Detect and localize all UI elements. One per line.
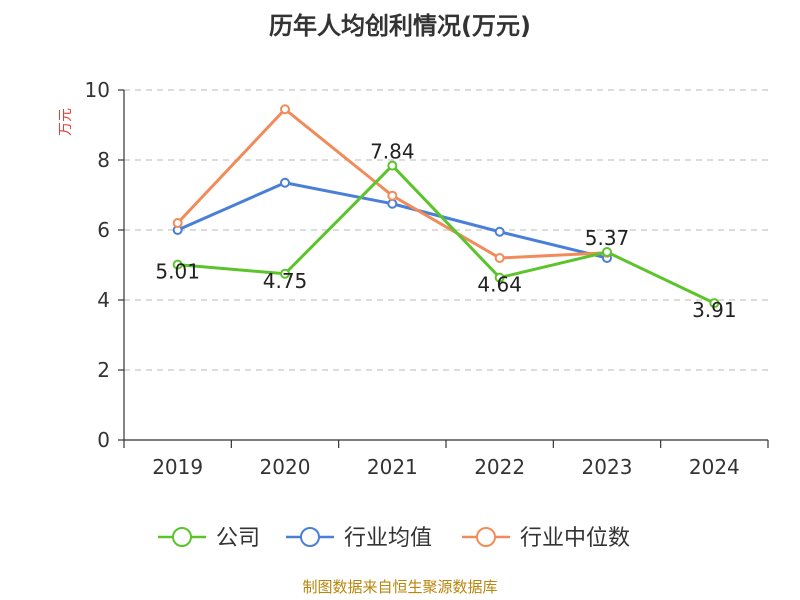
legend-marker bbox=[172, 527, 192, 547]
data-label: 5.01 bbox=[155, 260, 200, 284]
legend-label: 公司 bbox=[216, 526, 260, 551]
legend-item-2[interactable]: 行业中位数 bbox=[462, 526, 630, 551]
data-point[interactable] bbox=[387, 198, 398, 209]
data-point[interactable] bbox=[172, 259, 183, 270]
y-tick-label: 4 bbox=[97, 288, 110, 312]
data-label: 5.37 bbox=[585, 226, 630, 250]
data-point[interactable] bbox=[494, 253, 505, 263]
grid-lines bbox=[124, 89, 768, 371]
data-point[interactable] bbox=[494, 272, 505, 283]
data-point[interactable] bbox=[494, 226, 505, 237]
legend-label: 行业中位数 bbox=[520, 526, 630, 551]
x-tick-label: 2024 bbox=[689, 455, 740, 479]
legend-item-0[interactable]: 公司 bbox=[158, 526, 260, 551]
x-tick-label: 2021 bbox=[367, 455, 418, 479]
data-point[interactable] bbox=[172, 218, 183, 228]
x-tick-label: 2022 bbox=[474, 455, 525, 479]
legend[interactable]: 公司 行业均值 行业中位数 bbox=[158, 526, 630, 551]
y-tick-label: 10 bbox=[85, 78, 110, 102]
data-point[interactable] bbox=[387, 160, 398, 171]
legend-marker bbox=[300, 527, 320, 547]
data-label: 4.75 bbox=[263, 269, 308, 293]
y-axis-label: 万元 bbox=[58, 108, 74, 136]
series-lines bbox=[172, 104, 720, 309]
y-tick-label: 2 bbox=[97, 358, 110, 382]
data-point[interactable] bbox=[602, 247, 612, 258]
data-label: 7.84 bbox=[370, 140, 415, 164]
data-label: 3.91 bbox=[692, 298, 737, 322]
y-tick-label: 6 bbox=[97, 218, 110, 242]
data-point[interactable] bbox=[387, 190, 398, 201]
legend-marker bbox=[476, 527, 496, 547]
data-point[interactable] bbox=[280, 104, 290, 115]
y-tick-label: 8 bbox=[97, 148, 110, 172]
chart-title: 历年人均创利情况(万元) bbox=[269, 12, 531, 40]
x-tick-label: 2023 bbox=[582, 455, 633, 479]
x-tick-label: 2020 bbox=[260, 455, 311, 479]
axes: 0 2 4 6 8 10 2019 2020 2021 2022 2023 2024 bbox=[85, 78, 769, 479]
data-point[interactable] bbox=[709, 298, 720, 309]
series-line-2 bbox=[176, 107, 608, 260]
x-tick-label: 2019 bbox=[152, 455, 203, 479]
data-point[interactable] bbox=[280, 177, 290, 188]
data-point[interactable] bbox=[280, 268, 290, 279]
legend-label: 行业均值 bbox=[344, 526, 432, 551]
series-line-0 bbox=[177, 164, 715, 305]
legend-item-1[interactable]: 行业均值 bbox=[286, 526, 432, 551]
source-note: 制图数据来自恒生聚源数据库 bbox=[302, 578, 497, 596]
data-labels: 5.01 4.75 7.84 4.64 5.37 3.91 bbox=[155, 140, 736, 323]
y-tick-label: 0 bbox=[97, 428, 110, 452]
data-label: 4.64 bbox=[477, 273, 522, 297]
